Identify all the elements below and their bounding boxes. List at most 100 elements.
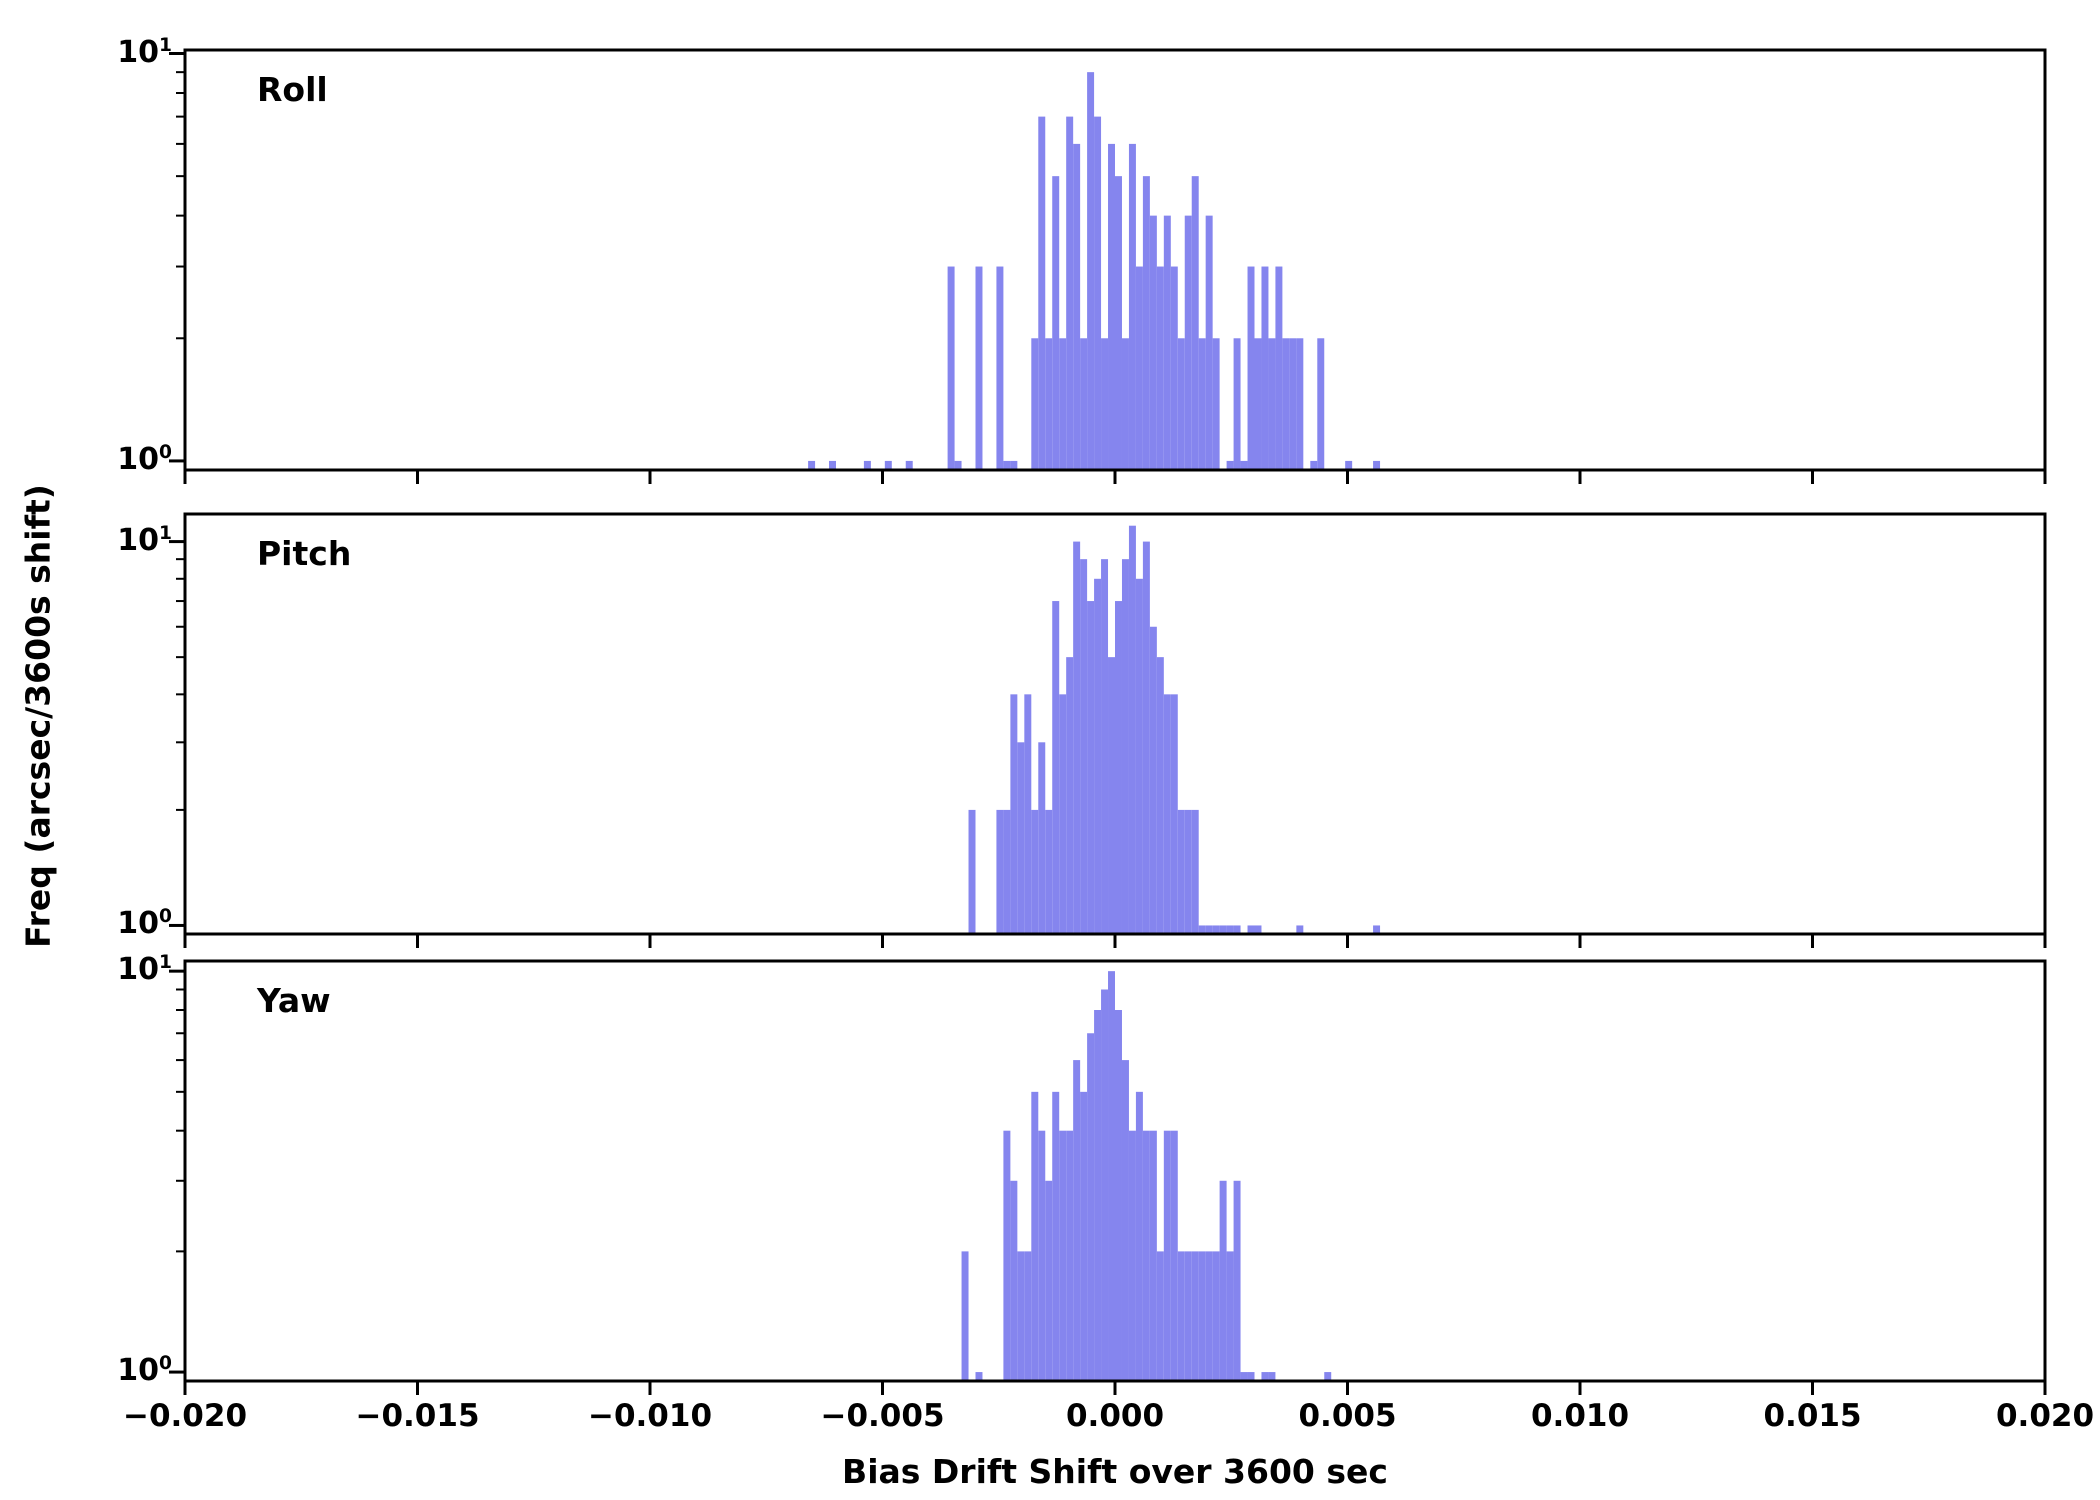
- hist-bar: [1010, 694, 1018, 934]
- x-tick-label: 0.010: [1530, 1398, 1630, 1434]
- hist-bar: [1059, 338, 1067, 470]
- hist-bar: [1177, 809, 1185, 934]
- hist-bar: [1101, 559, 1109, 934]
- hist-bar: [1149, 1130, 1157, 1381]
- hist-bar: [1212, 925, 1220, 934]
- hist-bar: [1261, 1372, 1269, 1381]
- y-tick-label: 100: [117, 1353, 172, 1389]
- hist-bar: [1219, 925, 1227, 934]
- hist-bar: [1261, 266, 1269, 470]
- panel-roll: Roll: [169, 48, 2047, 484]
- hist-bar: [1080, 338, 1088, 470]
- hist-bar: [1268, 338, 1276, 470]
- hist-bar: [1184, 1251, 1192, 1381]
- hist-bar: [1170, 266, 1178, 470]
- hist-bar: [1282, 338, 1290, 470]
- hist-bar: [1219, 1180, 1227, 1381]
- hist-bar: [1184, 809, 1192, 934]
- hist-bar: [1059, 694, 1067, 934]
- hist-bar: [1226, 460, 1234, 470]
- x-tick-label: −0.015: [355, 1398, 480, 1434]
- hist-bar: [1191, 176, 1199, 470]
- hist-bar: [1247, 266, 1255, 470]
- hist-bar: [1017, 742, 1025, 934]
- x-tick-label: −0.005: [820, 1398, 945, 1434]
- hist-bar: [1115, 176, 1122, 470]
- hist-bar: [961, 1251, 969, 1381]
- hist-bar: [1268, 1372, 1276, 1381]
- hist-bar: [1289, 338, 1297, 470]
- hist-bar: [1108, 971, 1115, 1381]
- hist-bar: [1003, 460, 1011, 470]
- hist-bar: [1017, 1251, 1025, 1381]
- hist-bar: [808, 460, 816, 470]
- hist-bar: [1254, 338, 1262, 470]
- y-tick-label: 101: [117, 952, 172, 988]
- hist-bar: [1010, 1180, 1018, 1381]
- x-tick-label: −0.010: [587, 1398, 713, 1434]
- hist-bar: [1149, 626, 1157, 934]
- hist-bar: [1066, 657, 1074, 934]
- hist-bar: [1045, 809, 1053, 934]
- hist-bar: [1087, 601, 1095, 934]
- hist-bar: [1212, 338, 1220, 470]
- x-tick-label: 0.000: [1065, 1398, 1165, 1434]
- hist-bar: [1121, 559, 1129, 934]
- hist-bar: [1170, 694, 1178, 934]
- hist-bar: [1108, 657, 1115, 934]
- hist-bar: [1156, 1251, 1164, 1381]
- hist-bar: [1205, 1251, 1213, 1381]
- hist-bar: [1373, 925, 1381, 934]
- hist-bar: [1233, 338, 1241, 470]
- hist-bar: [1073, 143, 1081, 470]
- hist-bar: [1345, 460, 1353, 470]
- hist-bar: [1115, 1010, 1122, 1381]
- hist-bar: [1094, 1010, 1102, 1381]
- hist-bar: [1003, 1130, 1011, 1381]
- hist-bar: [1010, 460, 1018, 470]
- hist-bar: [1121, 1060, 1129, 1381]
- hist-bar: [1177, 338, 1185, 470]
- panel-yaw: Yaw: [169, 959, 2047, 1395]
- hist-bar: [1052, 176, 1060, 470]
- hist-bar: [863, 460, 871, 470]
- hist-bar: [884, 460, 892, 470]
- hist-bar: [1233, 1180, 1241, 1381]
- hist-bar: [1115, 601, 1122, 934]
- hist-bar: [1324, 1372, 1332, 1381]
- hist-bar: [1038, 116, 1046, 471]
- hist-bar: [1059, 1130, 1067, 1381]
- hist-bar: [1045, 338, 1053, 470]
- hist-bar: [1163, 215, 1171, 470]
- hist-bar: [1233, 925, 1241, 934]
- hist-bar: [1003, 809, 1011, 934]
- hist-bar: [1240, 460, 1248, 470]
- hist-bar: [1080, 559, 1088, 934]
- hist-bar: [1108, 143, 1115, 470]
- hist-bar: [1198, 338, 1206, 470]
- hist-bar: [954, 460, 962, 470]
- hist-bar: [1128, 525, 1136, 934]
- hist-bar: [1163, 694, 1171, 934]
- hist-bar: [1198, 1251, 1206, 1381]
- hist-bar: [947, 266, 955, 470]
- hist-bar: [905, 460, 913, 470]
- panel-title-yaw: Yaw: [257, 981, 331, 1020]
- y-tick-label: 101: [117, 34, 172, 70]
- hist-bar: [1373, 460, 1381, 470]
- x-tick-label: −0.020: [122, 1398, 248, 1434]
- hist-bar: [1226, 1251, 1234, 1381]
- x-tick-label: 0.020: [1995, 1398, 2095, 1434]
- hist-bar: [1094, 116, 1102, 471]
- hist-bar: [1038, 1130, 1046, 1381]
- hist-bar: [1142, 176, 1150, 470]
- hist-bar: [829, 460, 836, 470]
- hist-bar: [1031, 809, 1039, 934]
- hist-bar: [1135, 1091, 1143, 1381]
- hist-bar: [1073, 541, 1081, 934]
- hist-bar: [1156, 266, 1164, 470]
- hist-bar: [1024, 694, 1032, 934]
- hist-bar: [996, 266, 1004, 470]
- y-tick-label: 100: [117, 906, 172, 942]
- hist-bar: [1170, 1130, 1178, 1381]
